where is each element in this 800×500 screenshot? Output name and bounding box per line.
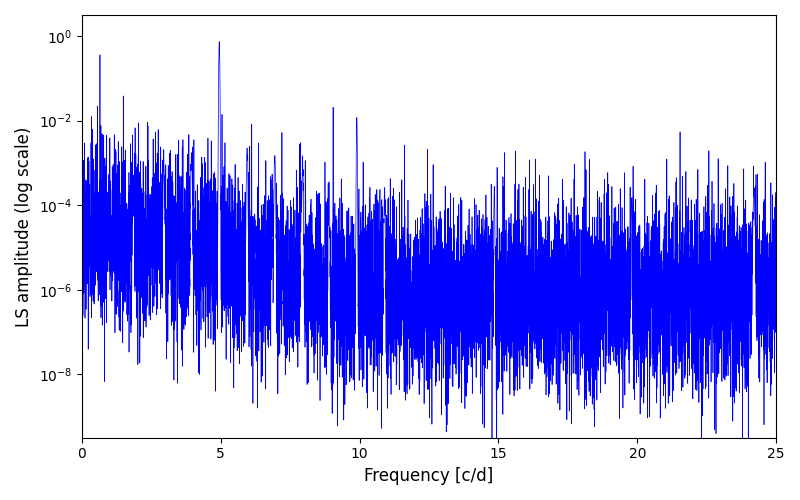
X-axis label: Frequency [c/d]: Frequency [c/d] bbox=[364, 467, 494, 485]
Y-axis label: LS amplitude (log scale): LS amplitude (log scale) bbox=[15, 126, 33, 326]
